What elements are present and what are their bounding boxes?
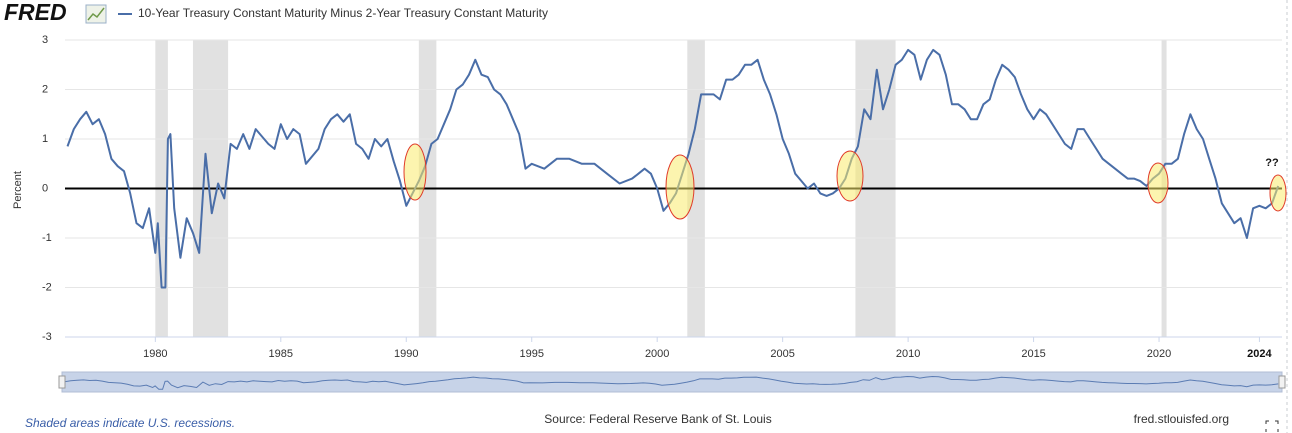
legend-label: 10-Year Treasury Constant Maturity Minus… [138,6,548,20]
source: Source: Federal Reserve Bank of St. Loui… [544,412,771,426]
x-tick-label: 1985 [269,348,293,360]
navigator-line [64,375,1279,390]
x-tick-label: 2020 [1147,348,1171,360]
x-tick-label: 1990 [394,348,418,360]
y-tick-label: 0 [42,182,48,194]
x-tick-label: 2005 [770,348,794,360]
x-tick-label: 1980 [143,348,167,360]
highlight-circle [1269,174,1287,212]
navigator-handle[interactable] [1278,375,1286,389]
url: fred.stlouisfed.org [1134,412,1229,426]
fullscreen-icon[interactable] [1265,420,1279,432]
y-tick-label: -1 [42,232,52,244]
highlight-circle [836,150,864,202]
logo-icon [85,4,107,24]
x-tick-label: 2010 [896,348,920,360]
y-tick-label: -2 [42,281,52,293]
y-tick-label: -3 [42,331,52,343]
logo: FRED [4,0,67,25]
x-tick-label: 1995 [519,348,543,360]
y-tick-label: 1 [42,133,48,145]
y-axis-label: Percent [12,171,24,209]
x-tick-label: 2015 [1021,348,1045,360]
series-line [66,48,1280,289]
x-tick-label: 2024 [1247,348,1272,360]
highlight-circle [403,143,427,201]
x-tick-label: 2000 [645,348,669,360]
highlight-circle [1147,162,1169,204]
highlight-circle [665,154,695,220]
annotation: ?? [1265,157,1279,169]
recession-note: Shaded areas indicate U.S. recessions. [25,416,235,430]
navigator-handle[interactable] [58,375,66,389]
y-tick-label: 3 [42,34,48,46]
y-tick-label: 2 [42,83,48,95]
